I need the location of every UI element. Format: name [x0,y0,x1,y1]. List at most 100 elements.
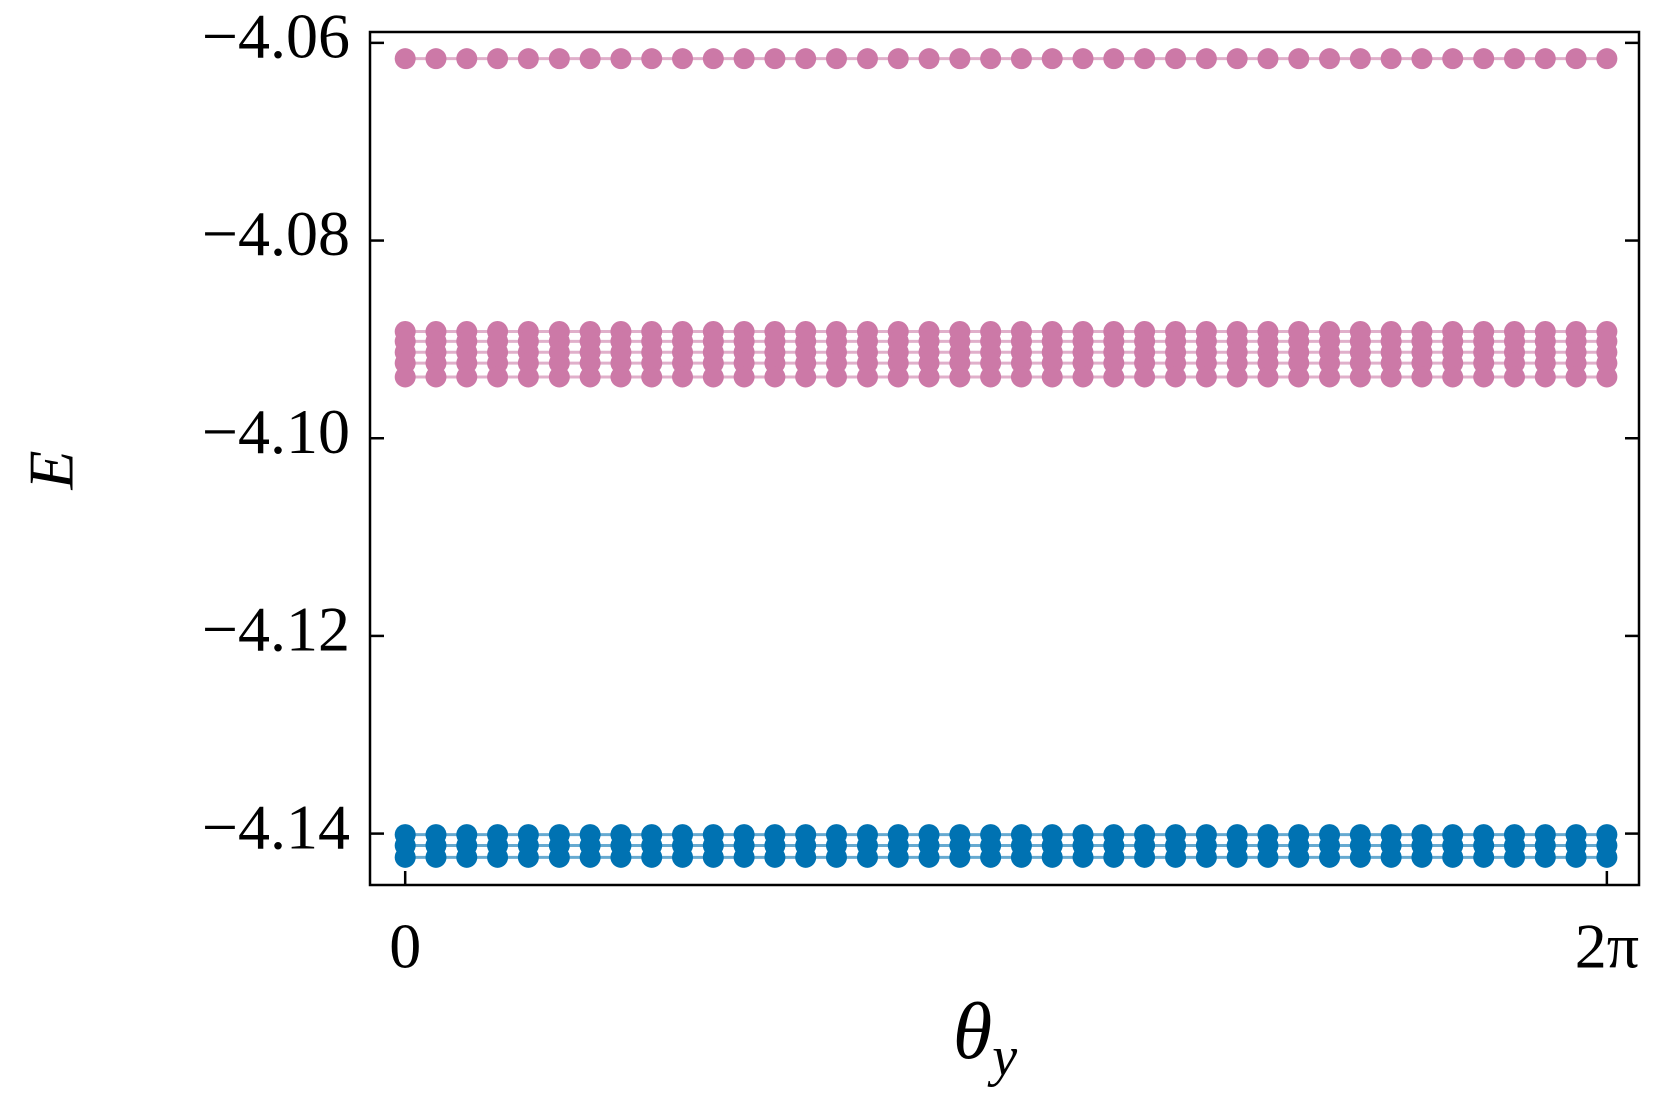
data-point [579,846,601,868]
y-tick-label: −4.06 [202,1,350,72]
y-axis-label: E [16,450,87,490]
data-point [425,366,447,388]
data-point [394,366,416,388]
data-point [825,846,847,868]
data-point [1411,48,1433,70]
data-point [394,48,416,70]
x-axis-label: θy [953,988,1017,1088]
data-point [1319,48,1341,70]
data-point [918,846,940,868]
data-point [1165,366,1187,388]
data-point [517,48,539,70]
data-point [610,48,632,70]
data-point [1534,846,1556,868]
data-point [1226,366,1248,388]
data-point [1473,48,1495,70]
y-tick-label: −4.12 [202,594,350,665]
data-point [1565,846,1587,868]
data-point [1165,846,1187,868]
data-point [1103,48,1125,70]
data-point [548,366,570,388]
data-point [1565,48,1587,70]
data-point [456,366,478,388]
data-point [1103,366,1125,388]
data-point [949,846,971,868]
data-point [1041,366,1063,388]
data-point [1380,48,1402,70]
x-axis-symbol: θ [953,988,992,1076]
x-axis-subscript: y [987,1026,1017,1088]
data-point [1041,846,1063,868]
y-tick-label: −4.14 [202,791,350,862]
data-point [1349,846,1371,868]
data-point [1195,846,1217,868]
y-tick-label: −4.10 [202,396,350,467]
data-point [1226,48,1248,70]
data-point [579,48,601,70]
data-point [1257,366,1279,388]
data-point [1010,846,1032,868]
data-point [487,48,509,70]
data-point [764,846,786,868]
data-point [548,846,570,868]
x-tick-label: 2π [1575,911,1639,982]
data-point [733,846,755,868]
data-point [641,48,663,70]
data-point [1134,366,1156,388]
data-point [795,366,817,388]
data-point [1165,48,1187,70]
x-tick-label: 0 [389,911,421,982]
data-point [1349,48,1371,70]
data-point [1411,846,1433,868]
axes-frame [368,30,1641,887]
data-point [887,846,909,868]
data-point [764,366,786,388]
data-point [918,48,940,70]
data-point [702,846,724,868]
data-point [980,846,1002,868]
data-point [1534,366,1556,388]
data-point [1010,366,1032,388]
data-point [579,366,601,388]
data-point [641,846,663,868]
data-point [887,48,909,70]
data-point [456,846,478,868]
data-point [856,846,878,868]
data-point [1072,366,1094,388]
data-point [980,366,1002,388]
data-point [1010,48,1032,70]
data-point [1288,846,1310,868]
data-point [1442,846,1464,868]
data-point [1380,846,1402,868]
data-point [1442,48,1464,70]
data-point [1041,48,1063,70]
data-point [517,846,539,868]
data-point [487,366,509,388]
data-point [1257,48,1279,70]
data-point [1411,366,1433,388]
data-point [980,48,1002,70]
data-point [1596,48,1618,70]
data-point [795,48,817,70]
data-point [856,48,878,70]
data-point [610,846,632,868]
data-point [1195,366,1217,388]
data-point [1257,846,1279,868]
data-point [1134,846,1156,868]
data-point [825,48,847,70]
y-tick-label: −4.08 [202,198,350,269]
data-point [1134,48,1156,70]
data-point [1349,366,1371,388]
data-point [764,48,786,70]
data-point [1596,846,1618,868]
data-point [641,366,663,388]
data-point [1072,846,1094,868]
data-point [672,846,694,868]
data-point [1534,48,1556,70]
data-point [1503,366,1525,388]
data-point [887,366,909,388]
data-point [1380,366,1402,388]
data-point [1195,48,1217,70]
